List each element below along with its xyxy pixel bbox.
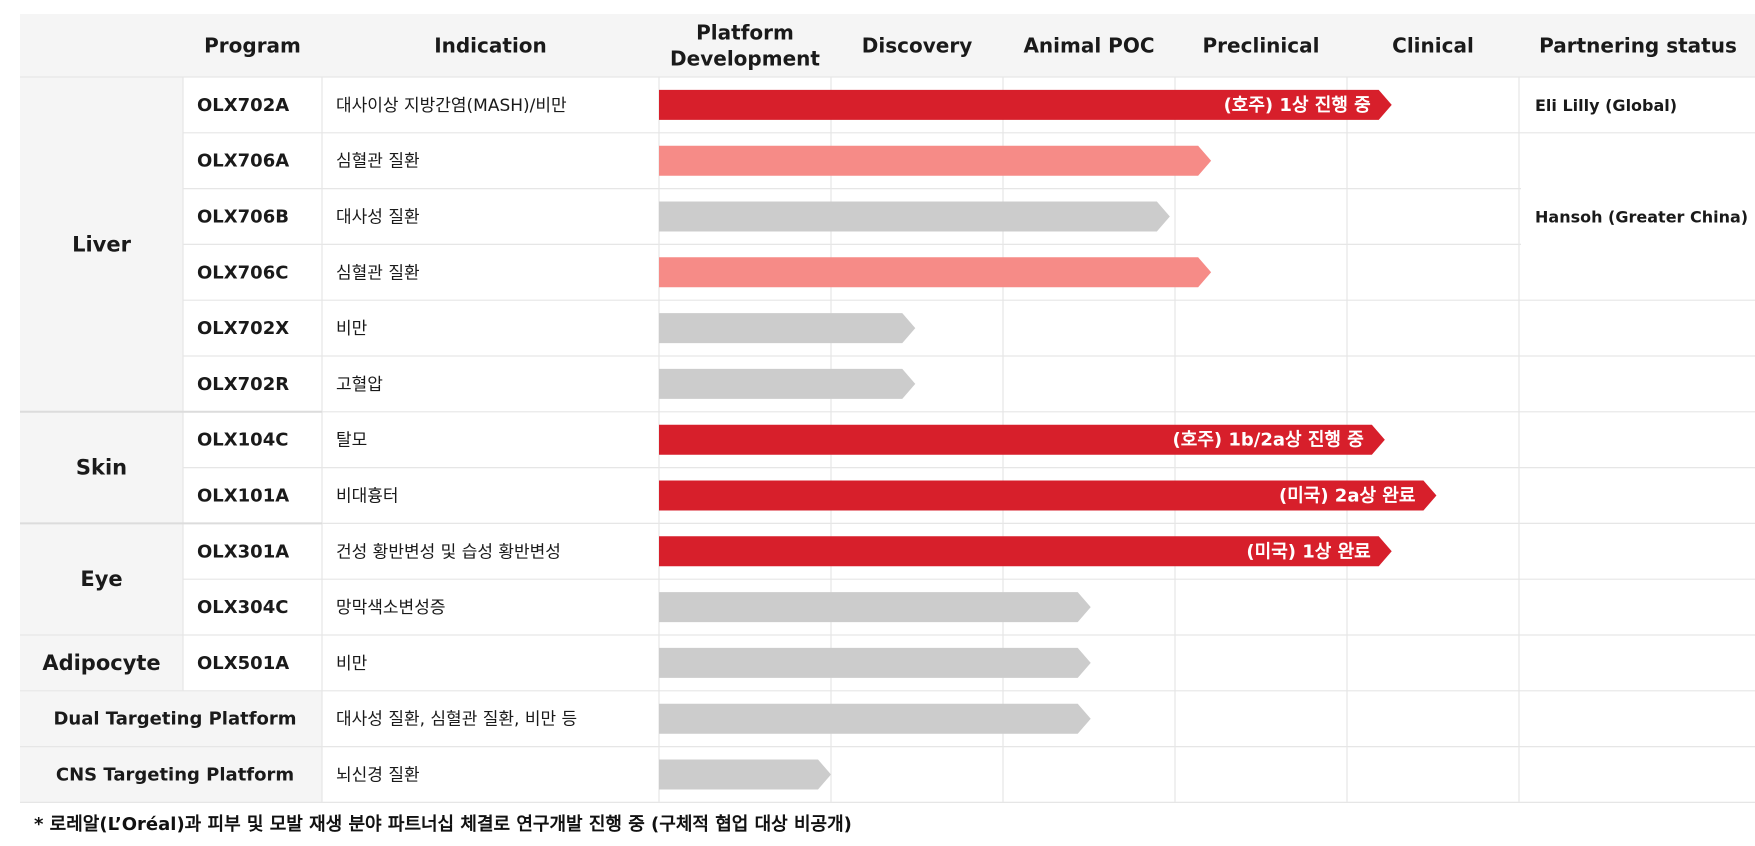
- progress-bar: [659, 536, 1392, 567]
- program-name: OLX702X: [197, 318, 289, 339]
- header-stage: Animal POC: [1023, 34, 1154, 58]
- program-name: Dual Targeting Platform: [53, 709, 296, 730]
- program-name: OLX301A: [197, 541, 289, 562]
- indication-text: 심혈관 질환: [336, 263, 420, 283]
- header-stage: Development: [670, 47, 820, 71]
- indication-text: 비만: [336, 319, 368, 339]
- header-stage: Preclinical: [1203, 34, 1320, 58]
- program-name: CNS Targeting Platform: [56, 765, 294, 786]
- indication-text: 대사성 질환, 심혈관 질환, 비만 등: [336, 710, 577, 730]
- indication-text: 망막색소변성증: [336, 598, 445, 618]
- program-name: OLX702A: [197, 95, 289, 116]
- program-name: OLX101A: [197, 486, 289, 507]
- progress-bar: [659, 424, 1385, 455]
- group-label: Skin: [76, 456, 127, 480]
- header-stage: Platform: [696, 21, 794, 45]
- program-name: OLX104C: [197, 430, 288, 451]
- progress-bar: [659, 759, 831, 790]
- bar-label: (호주) 1b/2a상 진행 중: [1173, 430, 1364, 451]
- indication-text: 탈모: [336, 431, 367, 451]
- indication-text: 비대흉터: [336, 487, 399, 507]
- group-label: Liver: [72, 232, 132, 256]
- progress-bar: [659, 313, 916, 344]
- program-name: OLX702R: [197, 374, 289, 395]
- indication-text: 대사이상 지방간염(MASH)/비만: [336, 96, 567, 116]
- progress-bar: [659, 201, 1170, 232]
- group-label: Eye: [80, 567, 122, 591]
- header-stage: Discovery: [862, 34, 972, 58]
- header-background: [20, 14, 1755, 77]
- indication-text: 건성 황반변성 및 습성 황반변성: [336, 542, 561, 562]
- bar-label: (미국) 1상 완료: [1246, 541, 1370, 562]
- indication-text: 뇌신경 질환: [336, 766, 420, 786]
- group-column-background: [20, 77, 183, 691]
- program-name: OLX706A: [197, 151, 289, 172]
- progress-bar: [659, 480, 1437, 511]
- program-name: OLX501A: [197, 653, 289, 674]
- progress-bar: [659, 703, 1091, 734]
- partner-name: Eli Lilly (Global): [1535, 96, 1677, 115]
- indication-text: 대사성 질환: [336, 208, 420, 228]
- program-name: OLX706B: [197, 207, 289, 228]
- header-partnering: Partnering status: [1539, 34, 1737, 58]
- program-name: OLX706C: [197, 262, 288, 283]
- bar-label: (미국) 2a상 완료: [1279, 486, 1415, 507]
- partner-name: Hansoh (Greater China): [1535, 208, 1748, 227]
- progress-bar: [659, 368, 916, 399]
- progress-bar: [659, 145, 1212, 176]
- header-program: Program: [204, 34, 301, 58]
- progress-bar: [659, 89, 1392, 120]
- progress-bar: [659, 647, 1091, 678]
- program-name: OLX304C: [197, 597, 288, 618]
- indication-text: 고혈압: [336, 375, 383, 395]
- header-stage: Clinical: [1392, 34, 1474, 58]
- progress-bar: [659, 257, 1212, 288]
- progress-bar: [659, 592, 1091, 623]
- footnote: * 로레알(L’Oréal)과 피부 및 모발 재생 분야 파트너십 체결로 연…: [34, 814, 852, 835]
- indication-text: 심혈관 질환: [336, 152, 420, 172]
- group-label: Adipocyte: [42, 651, 160, 675]
- header-indication: Indication: [434, 34, 547, 58]
- bar-label: (호주) 1상 진행 중: [1224, 95, 1371, 116]
- indication-text: 비만: [336, 654, 368, 674]
